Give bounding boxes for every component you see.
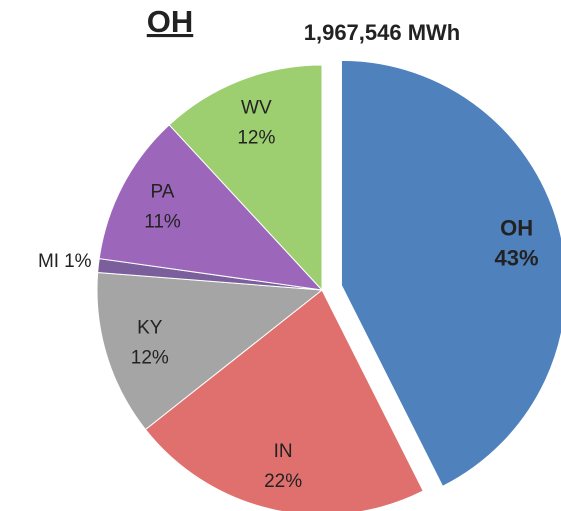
slice-value: 12% (131, 347, 169, 368)
slice-category: OH (500, 216, 533, 241)
slice-value: 43% (495, 246, 539, 271)
slice-value: 1% (64, 251, 92, 272)
slice-category: WV (241, 97, 272, 118)
slice-label: MI 1% (38, 251, 92, 272)
slice-value: 11% (144, 212, 181, 233)
pie-slice (168, 64, 323, 292)
pie-slice (96, 271, 324, 431)
pie-slice (340, 59, 561, 487)
slice-value: 22% (264, 471, 302, 492)
chart-title: OH (147, 4, 194, 39)
slice-category: PA (151, 182, 175, 203)
pie-slice (98, 124, 324, 291)
slice-category: KY (137, 317, 163, 338)
slice-category: MI (38, 251, 59, 272)
chart-subtitle: 1,967,546 MWh (304, 20, 461, 45)
slice-category: IN (274, 441, 293, 462)
pie-slice (144, 289, 424, 511)
slice-value: 12% (237, 127, 275, 148)
